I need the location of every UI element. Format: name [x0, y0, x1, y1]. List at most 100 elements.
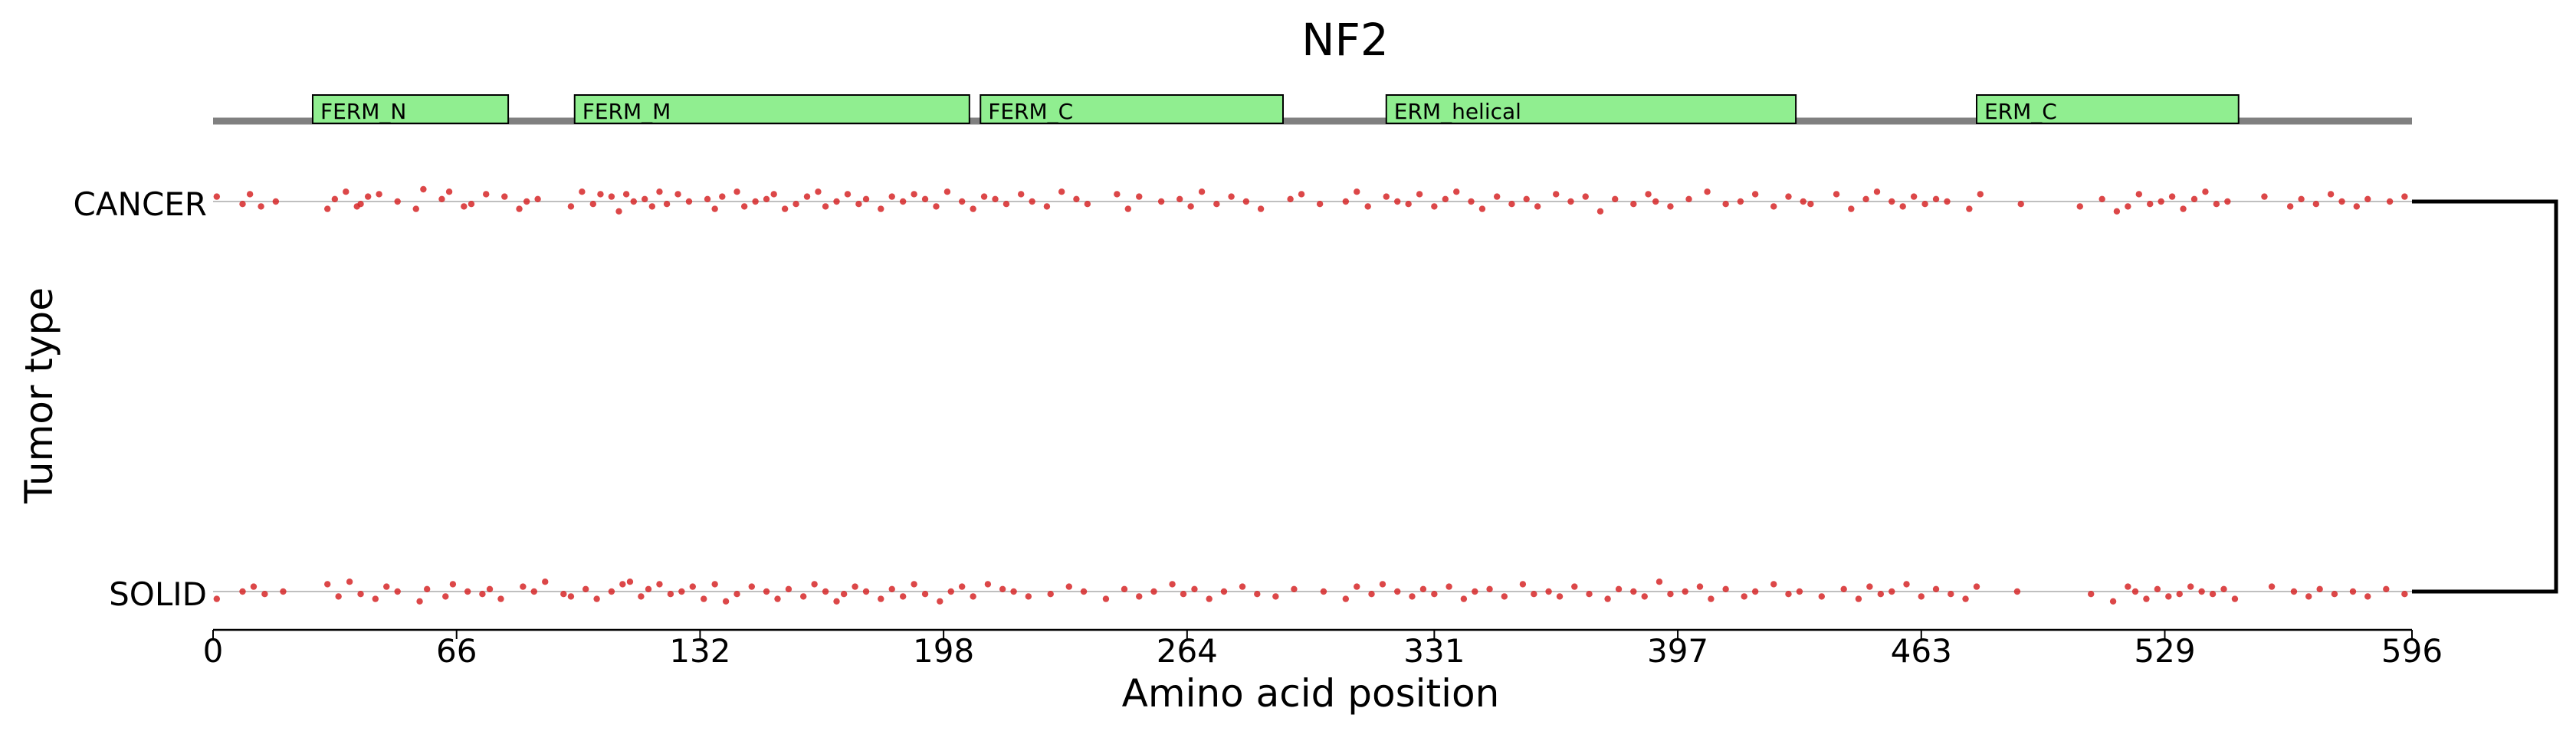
mutation-point — [815, 188, 822, 195]
mutation-point — [1501, 593, 1508, 600]
mutation-point — [970, 205, 976, 212]
mutation-point — [497, 595, 504, 602]
mutation-point — [483, 191, 490, 198]
mutation-point — [2176, 591, 2183, 598]
mutation-point — [1342, 595, 1350, 602]
mutation-point — [1364, 203, 1371, 210]
mutation-point — [1169, 581, 1176, 588]
mutation-point — [638, 593, 645, 600]
mutation-point — [2331, 591, 2338, 598]
mutation-point — [1478, 205, 1486, 212]
mutation-point — [1320, 588, 1327, 595]
mutation-point — [239, 201, 246, 208]
mutation-point — [740, 203, 748, 210]
mutation-point — [840, 591, 848, 598]
mutation-point — [2131, 588, 2139, 595]
mutation-point — [1383, 193, 1390, 200]
mutation-point — [1855, 595, 1862, 602]
mutation-point — [357, 201, 364, 208]
mutation-point — [2013, 588, 2021, 595]
mutation-point — [1641, 593, 1648, 600]
mutation-point — [844, 191, 852, 198]
mutation-point — [567, 593, 575, 600]
mutation-point — [704, 195, 711, 202]
x-tick-label: 198 — [913, 632, 974, 670]
mutation-point — [1287, 195, 1294, 202]
mutation-point — [1018, 191, 1025, 198]
mutation-point — [774, 595, 781, 602]
mutation-point — [376, 191, 382, 198]
mutation-point — [2187, 583, 2194, 590]
mutation-point — [1242, 198, 1250, 205]
domains-layer: FERM_N FERM_M FERM_C ERM_helical ERM_C — [213, 94, 2412, 125]
mutation-point — [2076, 203, 2083, 210]
mutation-point — [1918, 593, 1925, 600]
mutation-point — [567, 203, 575, 210]
mutation-point — [1596, 208, 1604, 215]
mutation-point — [343, 188, 349, 195]
x-tick-label: 331 — [1403, 632, 1465, 670]
mutation-point — [449, 581, 457, 588]
mutation-point — [970, 593, 976, 600]
mutation-point — [833, 598, 840, 605]
mutation-point — [921, 591, 929, 598]
mutation-point — [1446, 583, 1452, 590]
mutation-point — [1534, 203, 1541, 210]
mutation-point — [1751, 191, 1759, 198]
mutation-point — [663, 201, 671, 208]
mutation-point — [2312, 201, 2320, 208]
mutation-point — [921, 195, 929, 202]
mutation-point — [608, 193, 615, 200]
mutation-point — [711, 205, 718, 212]
mutation-point — [213, 595, 221, 602]
mutation-point — [678, 588, 685, 595]
x-tick-label: 397 — [1647, 632, 1708, 670]
mutation-point — [1453, 188, 1460, 195]
mutation-point — [763, 588, 770, 595]
mutation-point — [958, 583, 966, 590]
domain-label: ERM_helical — [1394, 99, 1521, 124]
mutation-point — [2213, 201, 2220, 208]
mutation-point — [1460, 595, 1468, 602]
mutation-point — [2401, 591, 2408, 598]
mutation-point — [324, 205, 331, 212]
mutation-point — [1645, 191, 1652, 198]
mutation-point — [833, 198, 840, 205]
mutation-point — [1873, 188, 1881, 195]
mutation-point — [2154, 585, 2161, 592]
x-tick-label: 0 — [203, 632, 224, 670]
mutation-point — [1073, 195, 1080, 202]
mutation-point — [1604, 595, 1611, 602]
mutation-points — [213, 185, 2408, 605]
mutation-point — [2231, 595, 2239, 602]
mutation-point — [2017, 201, 2024, 208]
mutation-point — [1519, 581, 1527, 588]
mutation-point — [2125, 583, 2131, 590]
mutation-point — [2099, 195, 2105, 202]
mutation-point — [984, 581, 992, 588]
mutation-point — [1493, 193, 1501, 200]
mutation-point — [2088, 591, 2095, 598]
domain-label: FERM_N — [320, 99, 406, 124]
mutation-point — [1612, 195, 1619, 202]
domain-label: ERM_C — [1984, 99, 2057, 124]
mutation-point — [2386, 198, 2394, 205]
mutation-point — [1966, 205, 1973, 212]
mutation-point — [933, 203, 940, 210]
mutation-point — [1866, 583, 1873, 590]
mutation-point — [1682, 588, 1688, 595]
mutation-point — [1084, 201, 1091, 208]
mutation-point — [1899, 203, 1906, 210]
mutation-point — [1553, 191, 1560, 198]
chart-title: NF2 — [1301, 14, 1389, 66]
mutation-point — [1272, 593, 1279, 600]
mutation-point — [1442, 195, 1449, 202]
mutation-point — [2349, 588, 2357, 595]
mutation-point — [792, 201, 799, 208]
mutation-point — [937, 598, 943, 605]
mutation-point — [1228, 193, 1235, 200]
mutation-point — [1770, 581, 1777, 588]
mutation-point — [980, 193, 988, 200]
y-axis-label: Tumor type — [17, 287, 61, 504]
